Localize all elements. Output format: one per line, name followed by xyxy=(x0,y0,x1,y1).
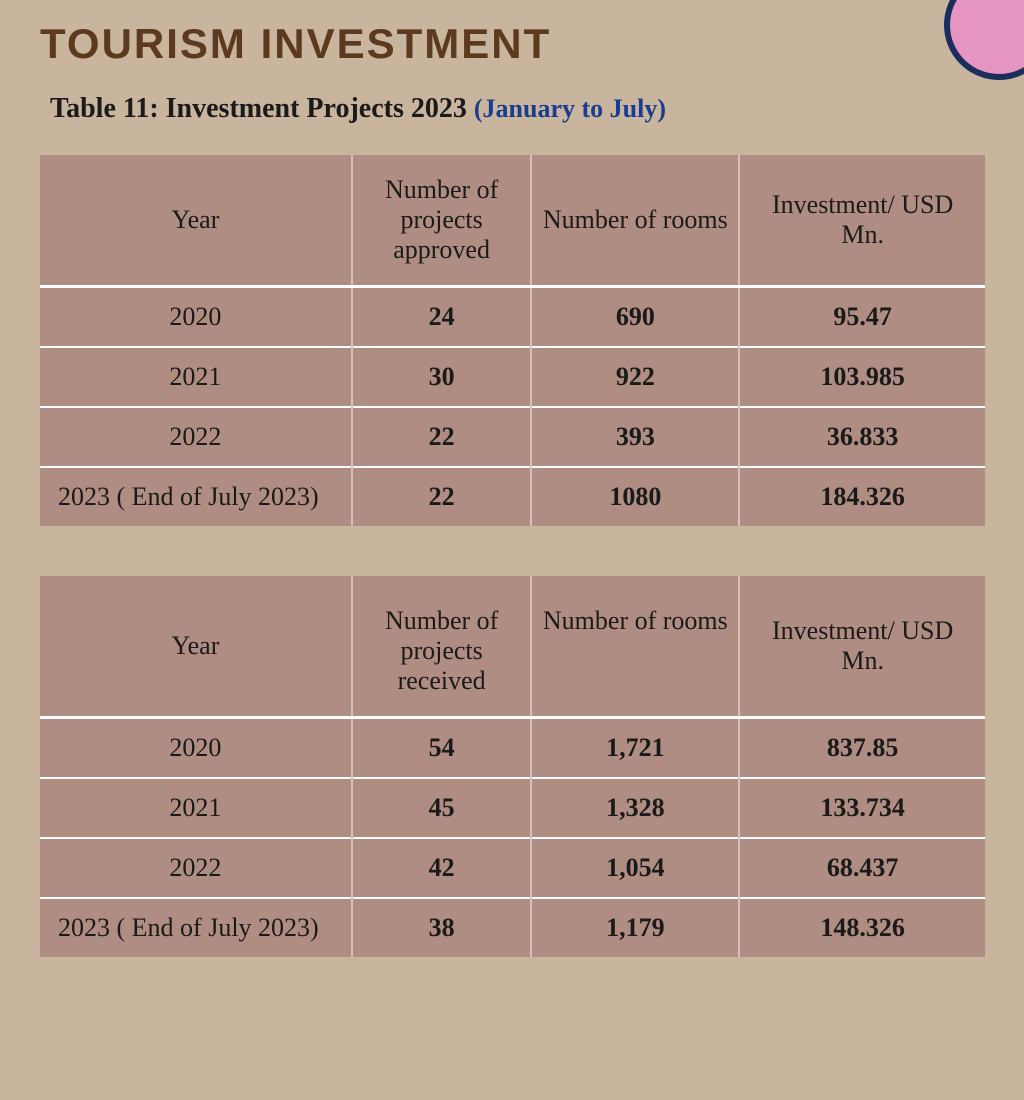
cell-investment: 68.437 xyxy=(739,838,985,898)
cell-year: 2022 xyxy=(40,838,352,898)
corner-badge-icon xyxy=(944,0,1024,80)
col-header-rooms: Number of rooms xyxy=(531,155,739,287)
cell-investment: 148.326 xyxy=(739,898,985,957)
cell-rooms: 1,721 xyxy=(531,718,739,779)
cell-investment: 103.985 xyxy=(739,347,985,407)
cell-projects: 45 xyxy=(352,778,532,838)
col-header-year: Year xyxy=(40,155,352,287)
table-row: 2021 45 1,328 133.734 xyxy=(40,778,985,838)
table-header-row: Year Number of projects approved Number … xyxy=(40,155,985,287)
cell-year: 2023 ( End of July 2023) xyxy=(40,467,352,526)
table-row: 2022 22 393 36.833 xyxy=(40,407,985,467)
cell-projects: 30 xyxy=(352,347,532,407)
col-header-investment: Investment/ USD Mn. xyxy=(739,155,985,287)
cell-year: 2020 xyxy=(40,287,352,348)
cell-year: 2021 xyxy=(40,347,352,407)
cell-projects: 42 xyxy=(352,838,532,898)
table-row: 2020 54 1,721 837.85 xyxy=(40,718,985,779)
cell-rooms: 1080 xyxy=(531,467,739,526)
table-title-subtitle: (January to July) xyxy=(474,94,666,123)
cell-year: 2021 xyxy=(40,778,352,838)
table-title: Table 11: Investment Projects 2023 (Janu… xyxy=(50,93,984,125)
col-header-year: Year xyxy=(40,576,352,718)
cell-rooms: 690 xyxy=(531,287,739,348)
cell-rooms: 922 xyxy=(531,347,739,407)
table-received: Year Number of projects received Number … xyxy=(40,576,985,957)
table-approved: Year Number of projects approved Number … xyxy=(40,155,985,526)
cell-projects: 22 xyxy=(352,407,532,467)
table-row: 2023 ( End of July 2023) 22 1080 184.326 xyxy=(40,467,985,526)
cell-investment: 36.833 xyxy=(739,407,985,467)
cell-projects: 24 xyxy=(352,287,532,348)
cell-investment: 837.85 xyxy=(739,718,985,779)
cell-year: 2022 xyxy=(40,407,352,467)
table-row: 2022 42 1,054 68.437 xyxy=(40,838,985,898)
cell-year: 2020 xyxy=(40,718,352,779)
table-row: 2021 30 922 103.985 xyxy=(40,347,985,407)
page-title: TOURISM INVESTMENT xyxy=(40,20,984,68)
cell-projects: 38 xyxy=(352,898,532,957)
cell-rooms: 1,179 xyxy=(531,898,739,957)
col-header-investment: Investment/ USD Mn. xyxy=(739,576,985,718)
cell-rooms: 1,328 xyxy=(531,778,739,838)
cell-investment: 133.734 xyxy=(739,778,985,838)
cell-projects: 22 xyxy=(352,467,532,526)
cell-projects: 54 xyxy=(352,718,532,779)
cell-rooms: 1,054 xyxy=(531,838,739,898)
col-header-rooms: Number of rooms xyxy=(531,576,739,718)
cell-rooms: 393 xyxy=(531,407,739,467)
cell-year: 2023 ( End of July 2023) xyxy=(40,898,352,957)
table-header-row: Year Number of projects received Number … xyxy=(40,576,985,718)
cell-investment: 95.47 xyxy=(739,287,985,348)
cell-investment: 184.326 xyxy=(739,467,985,526)
col-header-projects: Number of projects approved xyxy=(352,155,532,287)
table-title-main: Table 11: Investment Projects 2023 xyxy=(50,93,474,124)
col-header-projects: Number of projects received xyxy=(352,576,532,718)
table-row: 2023 ( End of July 2023) 38 1,179 148.32… xyxy=(40,898,985,957)
table-row: 2020 24 690 95.47 xyxy=(40,287,985,348)
